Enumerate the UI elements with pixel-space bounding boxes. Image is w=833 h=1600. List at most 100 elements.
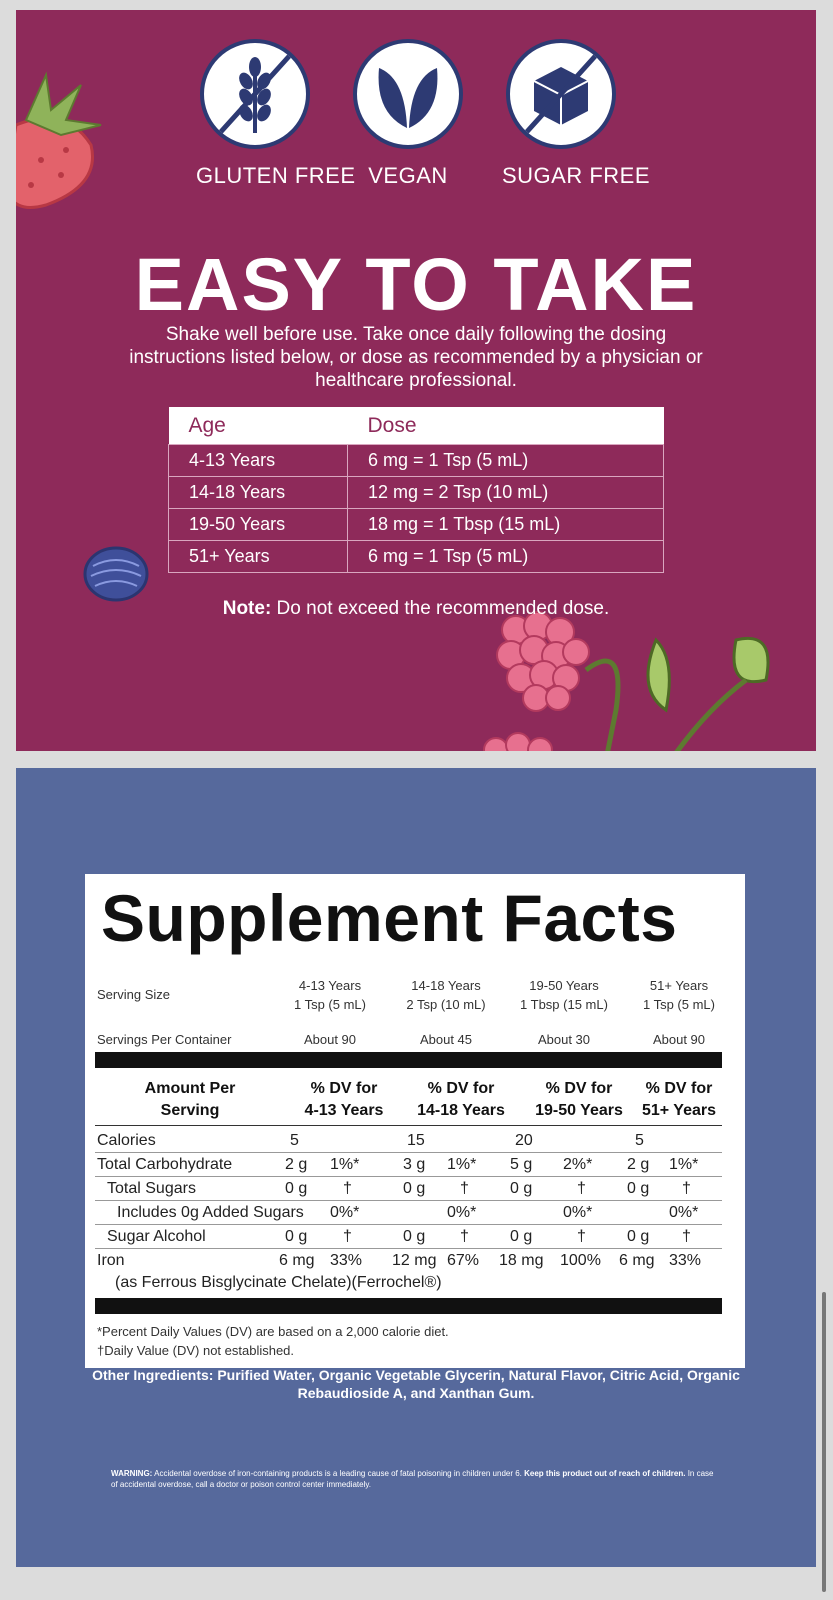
thick-divider bbox=[95, 1052, 722, 1068]
thick-divider bbox=[95, 1298, 722, 1314]
dv-value: † bbox=[343, 1228, 352, 1245]
dv-value: † bbox=[682, 1228, 691, 1245]
warning-label: WARNING: bbox=[111, 1469, 153, 1478]
dose-header: Dose bbox=[347, 407, 664, 445]
serving-amount: 1 Tsp (5 mL) bbox=[642, 997, 715, 1012]
table-row: 14-18 Years 12 mg = 2 Tsp (10 mL) bbox=[168, 476, 664, 509]
dose-table-header: Age Dose bbox=[168, 407, 664, 445]
dv-header: % DV for 51+ Years bbox=[636, 1078, 722, 1122]
nutrient-name: Total Sugars bbox=[107, 1180, 196, 1197]
note-text: Do not exceed the recommended dose. bbox=[271, 598, 610, 619]
dose-note: Note: Do not exceed the recommended dose… bbox=[16, 598, 816, 620]
dv-value: 67% bbox=[447, 1252, 480, 1269]
dv-header-line2: 51+ Years bbox=[641, 1102, 716, 1119]
serving-age: 4-13 Years bbox=[298, 978, 362, 993]
dv-value: 33% bbox=[669, 1252, 702, 1269]
table-row: 4-13 Years 6 mg = 1 Tsp (5 mL) bbox=[168, 444, 664, 477]
dv-header-line1: % DV for bbox=[645, 1080, 713, 1097]
scrollbar[interactable] bbox=[822, 1292, 826, 1592]
serving-amount: 2 Tsp (10 mL) bbox=[406, 997, 486, 1012]
warning-text-2: In case of accidental overdose, call a d… bbox=[111, 1469, 714, 1489]
amount-value: 0 g bbox=[403, 1180, 426, 1197]
divider bbox=[95, 1224, 722, 1225]
amount-value: 12 mg bbox=[392, 1252, 437, 1269]
serving-age: 51+ Years bbox=[649, 978, 709, 993]
amount-per-serving-header: Amount Per Serving bbox=[115, 1078, 265, 1122]
dv-value: 0%* bbox=[563, 1204, 593, 1221]
dose-cell: 6 mg = 1 Tsp (5 mL) bbox=[347, 444, 664, 477]
serving-size-label: Serving Size bbox=[97, 987, 170, 1002]
serving-age: 19-50 Years bbox=[529, 978, 599, 993]
sugar-free-badge: SUGAR FREE bbox=[502, 39, 650, 189]
age-cell: 4-13 Years bbox=[168, 444, 348, 477]
dv-value: 0%* bbox=[669, 1204, 699, 1221]
servings-per-container-label: Servings Per Container bbox=[97, 1032, 232, 1047]
dv-value: 1%* bbox=[447, 1156, 477, 1173]
dv-header-line1: % DV for bbox=[427, 1080, 495, 1097]
badge-label: GLUTEN FREE bbox=[196, 163, 356, 188]
dose-cell: 18 mg = 1 Tbsp (15 mL) bbox=[347, 508, 664, 541]
facts-title: Supplement Facts bbox=[101, 881, 678, 955]
dv-value: 0%* bbox=[330, 1204, 360, 1221]
dv-header-line1: % DV for bbox=[310, 1080, 378, 1097]
amount-value: 2 g bbox=[627, 1156, 650, 1173]
divider bbox=[95, 1176, 722, 1177]
amount-value: 5 bbox=[635, 1132, 644, 1149]
dv-value: 1%* bbox=[669, 1156, 699, 1173]
divider bbox=[95, 1248, 722, 1249]
amount-value: 6 mg bbox=[279, 1252, 315, 1269]
wheat-crossed-icon bbox=[200, 39, 310, 149]
nutrient-name: Includes 0g Added Sugars bbox=[117, 1204, 304, 1221]
other-ingredients: Other Ingredients: Purified Water, Organ… bbox=[92, 1367, 740, 1401]
dv-value: 2%* bbox=[563, 1156, 593, 1173]
amount-value: 3 g bbox=[403, 1156, 426, 1173]
dv-header: % DV for 14-18 Years bbox=[401, 1078, 521, 1122]
serving-amount: 1 Tsp (5 mL) bbox=[293, 997, 366, 1012]
supplement-facts-label: Supplement Facts Serving Size 4-13 Years… bbox=[85, 874, 745, 1368]
amount-value: 0 g bbox=[627, 1228, 650, 1245]
supplement-facts-panel: Supplement Facts Serving Size 4-13 Years… bbox=[16, 768, 816, 1567]
sugar-cube-crossed-icon bbox=[506, 39, 616, 149]
headline: EASY TO TAKE bbox=[134, 243, 698, 326]
servings-value: About 90 bbox=[303, 1032, 357, 1047]
dv-header-line1: % DV for bbox=[545, 1080, 613, 1097]
amount-value: 20 bbox=[515, 1132, 533, 1149]
dv-value: † bbox=[343, 1180, 352, 1197]
amount-value: 15 bbox=[407, 1132, 425, 1149]
dv-value: 33% bbox=[330, 1252, 363, 1269]
table-row: 19-50 Years 18 mg = 1 Tbsp (15 mL) bbox=[168, 508, 664, 541]
servings-value: About 90 bbox=[652, 1032, 706, 1047]
leaf-icon bbox=[353, 39, 463, 149]
amount-value: 0 g bbox=[510, 1180, 533, 1197]
amount-value: 2 g bbox=[285, 1156, 308, 1173]
table-row: 51+ Years 6 mg = 1 Tsp (5 mL) bbox=[168, 540, 664, 573]
dv-header: % DV for 19-50 Years bbox=[520, 1078, 638, 1122]
divider bbox=[95, 1125, 722, 1126]
instructions-text: Shake well before use. Take once daily f… bbox=[129, 324, 703, 391]
dv-value: 1%* bbox=[330, 1156, 360, 1173]
dv-header-line2: 4-13 Years bbox=[304, 1102, 384, 1119]
amount-per-serving-line2: Serving bbox=[160, 1102, 220, 1119]
nutrient-name: Iron bbox=[97, 1252, 125, 1269]
nutrient-name: Sugar Alcohol bbox=[107, 1228, 206, 1245]
amount-per-serving-line1: Amount Per bbox=[144, 1080, 236, 1097]
age-cell: 51+ Years bbox=[168, 540, 348, 573]
divider bbox=[95, 1152, 722, 1153]
age-cell: 14-18 Years bbox=[168, 476, 348, 509]
blueberry-illustration bbox=[83, 546, 149, 602]
warning-text: WARNING: Accidental overdose of iron-con… bbox=[111, 1468, 721, 1490]
servings-value: About 30 bbox=[537, 1032, 591, 1047]
warning-text-1: Accidental overdose of iron-containing p… bbox=[152, 1469, 525, 1478]
dv-header: % DV for 4-13 Years bbox=[285, 1078, 403, 1122]
age-header: Age bbox=[168, 407, 348, 445]
amount-value: 0 g bbox=[285, 1180, 308, 1197]
nutrient-name: Calories bbox=[97, 1132, 156, 1149]
easy-to-take-panel: GLUTEN FREE VEGAN SUGAR FREE EASY TO TAK… bbox=[16, 10, 816, 751]
amount-value: 0 g bbox=[510, 1228, 533, 1245]
amount-value: 6 mg bbox=[619, 1252, 655, 1269]
age-cell: 19-50 Years bbox=[168, 508, 348, 541]
dose-cell: 6 mg = 1 Tsp (5 mL) bbox=[347, 540, 664, 573]
dose-cell: 12 mg = 2 Tsp (10 mL) bbox=[347, 476, 664, 509]
serving-age: 14-18 Years bbox=[411, 978, 481, 993]
serving-amount: 1 Tbsp (15 mL) bbox=[520, 997, 608, 1012]
